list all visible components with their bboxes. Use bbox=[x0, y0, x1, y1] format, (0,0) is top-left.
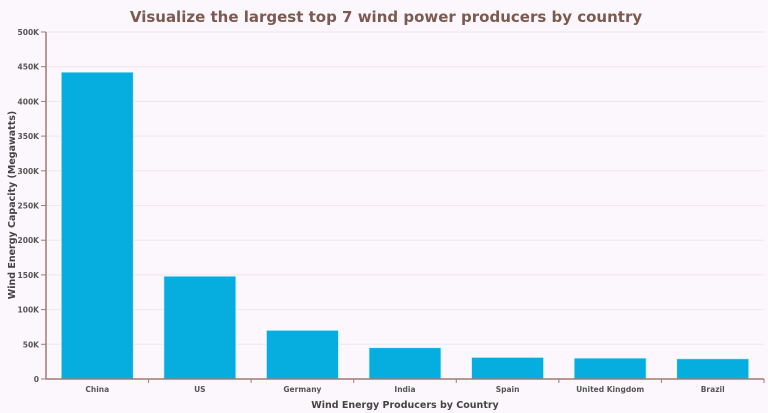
y-tick-label: 450K bbox=[18, 63, 41, 72]
bar-china[interactable] bbox=[61, 71, 134, 380]
bar-germany[interactable] bbox=[266, 330, 339, 380]
y-tick-label: 250K bbox=[18, 202, 41, 211]
y-tick-label: 200K bbox=[18, 236, 41, 245]
x-tick-label: US bbox=[194, 385, 206, 394]
bar-spain[interactable] bbox=[471, 357, 544, 380]
bar-brazil[interactable] bbox=[676, 358, 749, 380]
y-tick-label: 150K bbox=[18, 271, 41, 280]
y-tick-label: 400K bbox=[18, 97, 41, 106]
y-tick-label: 0 bbox=[34, 375, 39, 384]
x-axis-label: Wind Energy Producers by Country bbox=[311, 400, 499, 411]
y-tick-label: 50K bbox=[23, 340, 40, 349]
y-axis-label: Wind Energy Capacity (Megawatts) bbox=[7, 111, 18, 300]
bar-india[interactable] bbox=[368, 347, 442, 380]
bar-us[interactable] bbox=[163, 275, 237, 380]
y-tick-label: 300K bbox=[18, 167, 41, 176]
y-tick-label: 100K bbox=[18, 306, 41, 315]
bar-united-kingdom[interactable] bbox=[573, 357, 647, 380]
x-tick-label: United Kingdom bbox=[576, 385, 644, 394]
x-tick-label: China bbox=[85, 385, 109, 394]
x-tick-label: Brazil bbox=[701, 385, 725, 394]
y-tick-label: 500K bbox=[18, 28, 41, 37]
x-tick-label: Germany bbox=[283, 385, 321, 394]
chart-title: Visualize the largest top 7 wind power p… bbox=[130, 8, 643, 26]
y-tick-label: 350K bbox=[18, 132, 41, 141]
x-tick-label: India bbox=[394, 385, 415, 394]
x-tick-label: Spain bbox=[496, 385, 520, 394]
